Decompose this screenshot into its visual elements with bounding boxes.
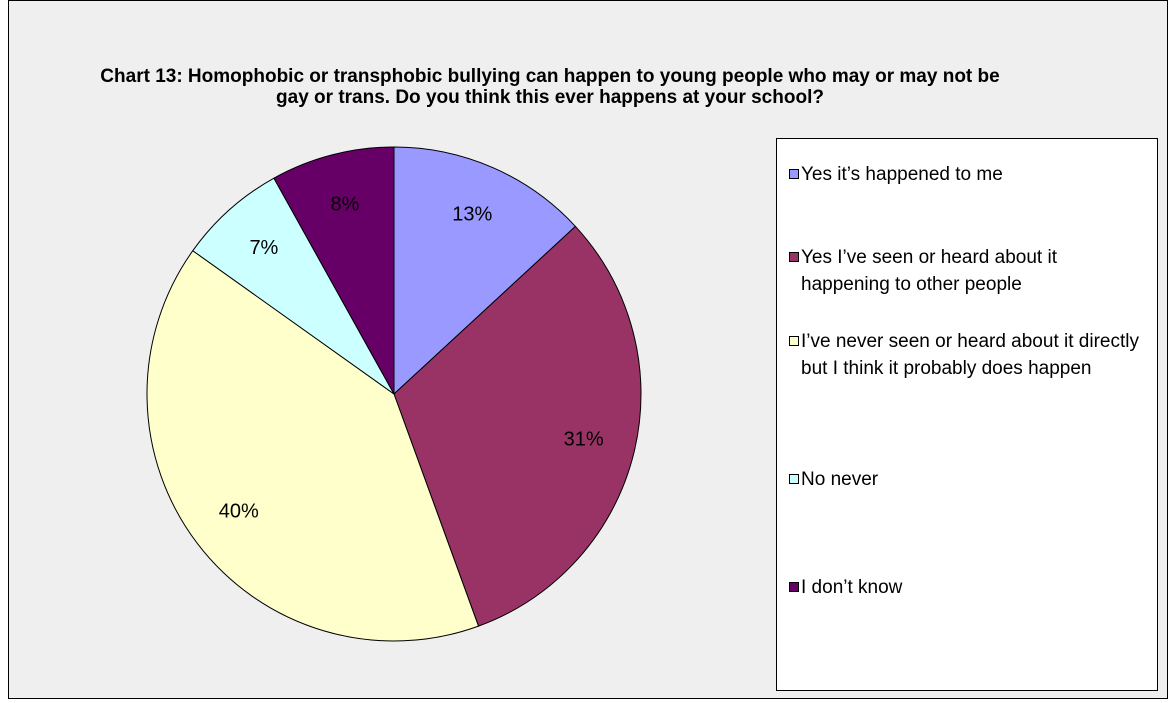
pie-slice bbox=[393, 225, 642, 627]
legend-label: Yes it’s happened to me bbox=[801, 164, 1003, 185]
pie-slice bbox=[273, 146, 395, 396]
legend-swatch bbox=[789, 252, 799, 262]
legend-swatch bbox=[789, 582, 799, 592]
legend-swatch bbox=[789, 169, 799, 179]
legend-swatch bbox=[789, 336, 799, 346]
legend-label: Yes I’ve seen or heard about it happenin… bbox=[801, 247, 1057, 295]
data-label: 31% bbox=[564, 428, 604, 450]
data-label: 13% bbox=[452, 204, 492, 226]
data-label: 8% bbox=[331, 193, 360, 215]
legend-entry: Yes it’s happened to me bbox=[789, 161, 1139, 188]
legend-entry: I’ve never seen or heard about it direct… bbox=[789, 328, 1139, 382]
legend-label: No never bbox=[801, 469, 879, 490]
data-label: 40% bbox=[219, 500, 259, 522]
legend-entry: I don’t know bbox=[789, 574, 1139, 601]
data-label: 7% bbox=[249, 237, 278, 259]
legend-entry: Yes I’ve seen or heard about it happenin… bbox=[789, 244, 1139, 298]
legend-label: I’ve never seen or heard about it direct… bbox=[801, 331, 1139, 379]
legend-entry: No never bbox=[789, 466, 1139, 493]
chart-title: Chart 13: Homophobic or transphobic bull… bbox=[100, 66, 1000, 108]
legend-swatch bbox=[789, 474, 799, 484]
legend-label: I don’t know bbox=[801, 577, 903, 598]
pie-slice bbox=[146, 250, 480, 642]
pie-slice bbox=[393, 146, 577, 396]
pie-slice bbox=[192, 177, 395, 395]
legend: Yes it’s happened to me Yes I’ve seen or … bbox=[776, 138, 1158, 691]
